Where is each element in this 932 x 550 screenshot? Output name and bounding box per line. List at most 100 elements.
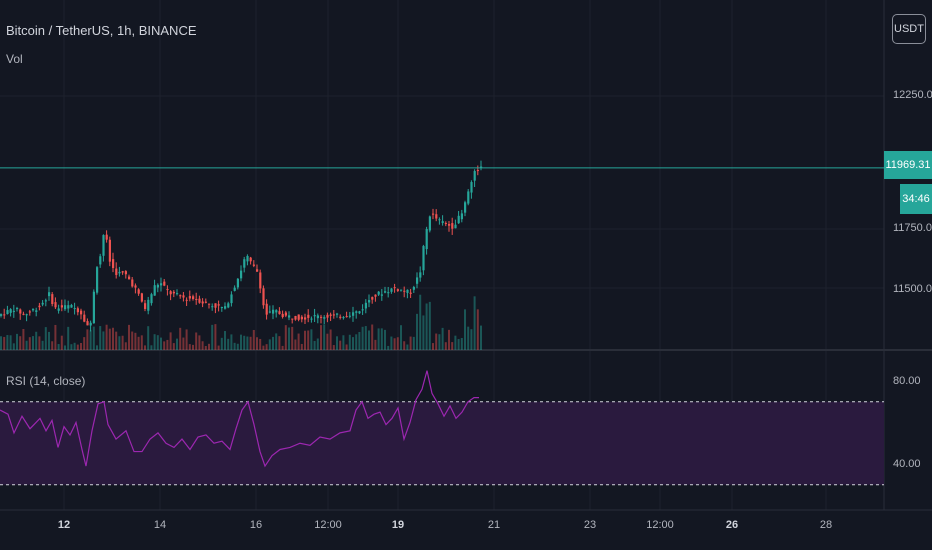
volume-bar: [9, 335, 12, 350]
candle-body: [211, 306, 214, 308]
candle-body: [102, 235, 105, 256]
volume-bar: [355, 334, 358, 350]
volume-bar: [6, 335, 9, 350]
candle-body: [3, 314, 6, 316]
candle-body: [470, 182, 473, 193]
volume-bar: [60, 335, 63, 350]
candle-body: [214, 303, 217, 308]
symbol-title[interactable]: Bitcoin / TetherUS, 1h, BINANCE: [6, 23, 197, 38]
candle-body: [172, 291, 175, 294]
candle-body: [169, 291, 172, 295]
current-price-badge: 11969.31: [884, 151, 932, 179]
volume-bar: [460, 337, 463, 350]
candle-body: [310, 318, 313, 320]
candle-body: [364, 302, 367, 309]
candle-body: [371, 297, 374, 300]
time-tick: 26: [725, 519, 739, 531]
candle-body: [342, 317, 345, 319]
candle-body: [265, 303, 268, 315]
candle-body: [144, 303, 147, 309]
volume-bar: [416, 313, 418, 350]
candle-body: [96, 267, 99, 293]
volume-bar: [256, 337, 258, 350]
candle-body: [220, 307, 223, 309]
candle-body: [336, 313, 339, 315]
currency-button[interactable]: USDT: [892, 14, 926, 44]
candle-body: [249, 257, 252, 262]
candle-body: [435, 214, 438, 219]
candle-body: [188, 296, 191, 299]
volume-bar: [76, 344, 79, 350]
volume-bar: [403, 341, 406, 350]
candle-body: [131, 279, 134, 287]
volume-bar: [332, 345, 335, 350]
rsi-label[interactable]: RSI (14, close): [6, 374, 86, 388]
candle-body: [112, 259, 115, 269]
volume-bar: [230, 334, 233, 350]
candle-body: [32, 309, 35, 311]
candle-body: [115, 268, 118, 275]
candle-body: [86, 321, 89, 326]
volume-bar: [352, 337, 354, 350]
volume-bar: [41, 340, 44, 350]
volume-bar: [364, 326, 367, 350]
candle-body: [380, 294, 383, 296]
candle-body: [201, 301, 204, 304]
volume-bar: [124, 342, 127, 350]
candle-body: [48, 292, 51, 297]
candle-body: [374, 294, 377, 297]
volume-bar: [201, 341, 204, 350]
candle-body: [0, 314, 3, 316]
volume-bar: [118, 336, 121, 350]
candle-body: [195, 298, 198, 300]
volume-bar: [115, 331, 118, 350]
volume-bar: [400, 325, 402, 350]
candle-body: [457, 215, 460, 224]
volume-bar: [316, 338, 319, 350]
candle-body: [278, 311, 281, 315]
volume-bar: [470, 329, 473, 350]
candle-body: [51, 294, 54, 305]
volume-bar: [387, 345, 390, 350]
volume-bar: [54, 324, 57, 350]
candle-body: [412, 287, 415, 290]
volume-bar: [32, 336, 34, 350]
candle-body: [348, 315, 351, 317]
candle-body: [390, 288, 393, 292]
candle-body: [108, 239, 111, 262]
candle-body: [284, 312, 287, 316]
volume-bar: [329, 329, 332, 350]
candle-body: [428, 216, 431, 231]
candle-body: [467, 191, 470, 204]
volume-bar: [80, 342, 82, 350]
candle-body: [233, 287, 236, 291]
candle-body: [35, 310, 38, 312]
volume-bar: [192, 344, 194, 350]
candle-body: [150, 294, 153, 304]
volume-bar: [393, 338, 396, 350]
volume-bar: [99, 326, 102, 350]
candle-body: [480, 166, 483, 168]
volume-bar: [188, 344, 191, 350]
candle-body: [243, 259, 246, 268]
candle-body: [153, 285, 156, 296]
candle-body: [224, 306, 227, 309]
candle-body: [252, 264, 255, 266]
candle-body: [60, 305, 63, 308]
candle-body: [204, 301, 207, 303]
price-tick: 12250.00: [893, 89, 932, 101]
candle-body: [22, 313, 25, 315]
candle-body: [12, 310, 15, 312]
candle-body: [323, 317, 326, 319]
time-tick: 21: [487, 519, 501, 531]
volume-label[interactable]: Vol: [6, 52, 23, 66]
candle-body: [377, 291, 380, 295]
candle-body: [121, 271, 124, 273]
candle-body: [400, 289, 403, 291]
volume-bar: [176, 338, 178, 350]
candle-body: [300, 316, 303, 320]
volume-bar: [252, 329, 255, 350]
volume-bar: [73, 342, 76, 350]
time-tick: 23: [583, 519, 597, 531]
